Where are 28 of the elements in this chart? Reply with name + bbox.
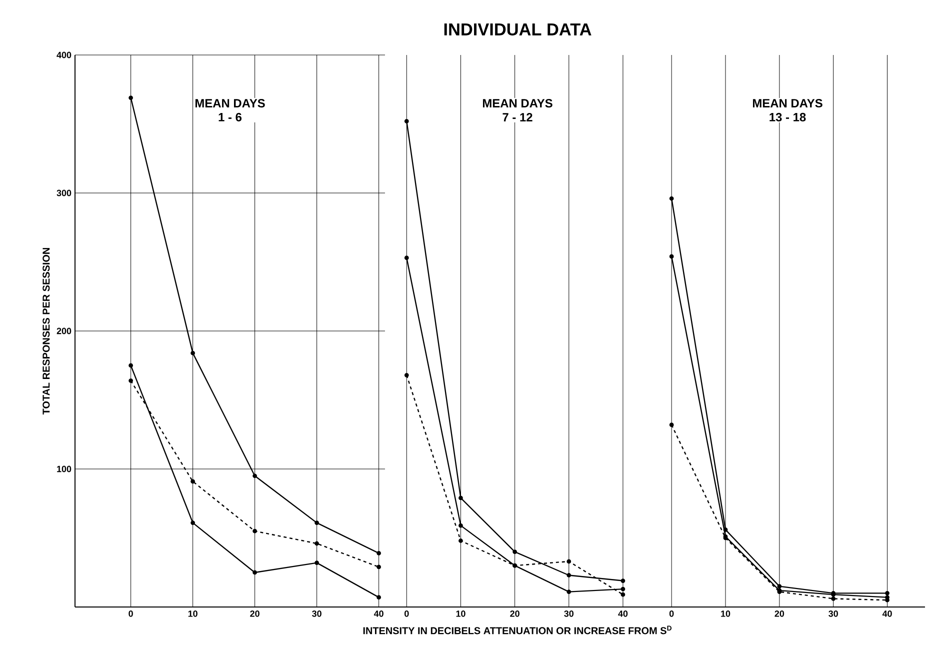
y-axis-title: TOTAL RESPONSES PER SESSION — [42, 248, 50, 415]
x-tick-label: 20 — [250, 610, 260, 617]
annotation: MEAN DAYS — [195, 98, 265, 108]
x-tick-label: 40 — [374, 610, 384, 617]
x-axis-title: INTENSITY IN DECIBELS ATTENUATION OR INCREASE FROM S$^{D}$ — [363, 626, 672, 634]
y-tick-label: 300 — [56, 190, 72, 196]
y-tick-label: 100 — [57, 466, 72, 472]
x-tick-label: 30 — [312, 610, 322, 617]
annotation: 13 - 18 — [770, 112, 806, 122]
annotation: 7 - 12 — [502, 112, 532, 122]
x-tick-label: 20 — [510, 610, 520, 617]
chart-title: INDIVIDUAL DATA — [444, 23, 592, 36]
x-tick-label: 40 — [882, 610, 892, 617]
x-tick-label: 0 — [128, 610, 133, 617]
x-tick-label: 0 — [404, 610, 409, 617]
x-tick-label: 40 — [618, 610, 628, 617]
x-tick-label: 10 — [721, 610, 730, 617]
x-tick-label: 10 — [456, 610, 466, 617]
y-tick-label: 200 — [56, 328, 72, 334]
x-tick-label: 30 — [828, 610, 838, 617]
annotation: MEAN DAYS — [752, 98, 822, 108]
x-tick-label: 0 — [669, 610, 674, 617]
y-tick-label: 400 — [56, 52, 72, 58]
x-tick-label: 30 — [564, 610, 574, 617]
x-tick-label: 10 — [188, 610, 198, 617]
annotation: MEAN DAYS — [482, 99, 552, 108]
x-tick-label: 20 — [774, 610, 784, 617]
annotation: 1 - 6 — [218, 112, 242, 122]
